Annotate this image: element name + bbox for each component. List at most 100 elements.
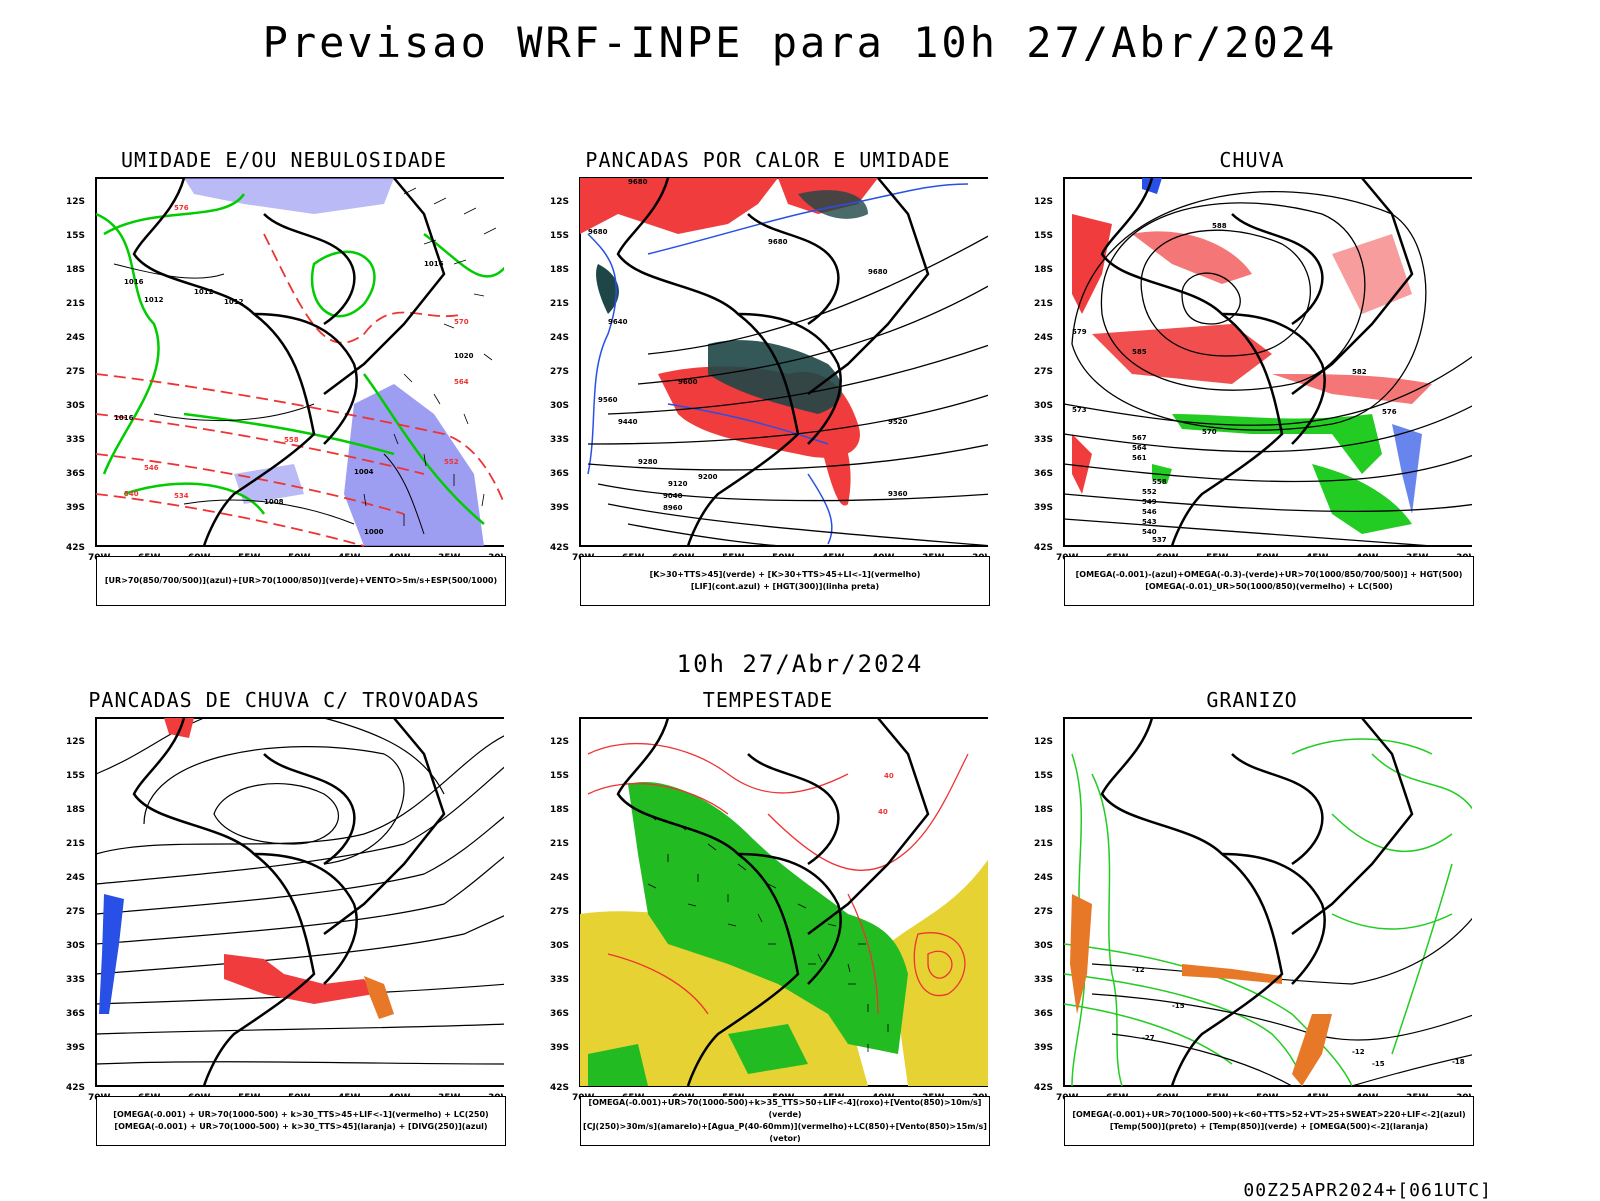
orange-shading: [364, 976, 394, 1019]
svg-text:1016: 1016: [124, 278, 144, 286]
svg-text:33S: 33S: [550, 435, 569, 445]
red-thickness-contours: [95, 233, 504, 547]
svg-text:40: 40: [884, 772, 894, 780]
svg-text:33S: 33S: [66, 975, 85, 985]
legend-granizo: [OMEGA(-0.001)+UR>70(1000-500)+k<60+TTS>…: [1064, 1096, 1474, 1146]
svg-text:1012: 1012: [194, 288, 214, 296]
svg-text:9120: 9120: [668, 480, 688, 488]
svg-text:15S: 15S: [1034, 771, 1053, 781]
svg-text:9680: 9680: [588, 228, 608, 236]
svg-text:558: 558: [284, 436, 299, 444]
svg-text:27S: 27S: [550, 907, 569, 917]
svg-text:21S: 21S: [550, 839, 569, 849]
svg-text:33S: 33S: [550, 975, 569, 985]
svg-text:9680: 9680: [628, 178, 648, 186]
svg-text:585: 585: [1132, 348, 1147, 356]
svg-text:9680: 9680: [768, 238, 788, 246]
panel-title: PANCADAS POR CALOR E UMIDADE: [585, 148, 951, 172]
svg-text:33S: 33S: [66, 435, 85, 445]
svg-text:9680: 9680: [868, 268, 888, 276]
svg-text:1016: 1016: [114, 414, 134, 422]
svg-text:9440: 9440: [618, 418, 638, 426]
svg-text:42S: 42S: [66, 543, 85, 553]
svg-text:582: 582: [1352, 368, 1367, 376]
svg-text:-12: -12: [1352, 1048, 1365, 1056]
svg-text:27S: 27S: [66, 367, 85, 377]
country-borders: [1100, 177, 1414, 547]
svg-text:36S: 36S: [66, 469, 85, 479]
svg-text:36S: 36S: [550, 1009, 569, 1019]
blue-divergence-shading: [99, 894, 124, 1014]
blue-lifted-index-contours: [587, 183, 969, 545]
height-contours: [587, 235, 988, 547]
svg-text:570: 570: [1202, 428, 1217, 436]
pressure-contours: [113, 263, 425, 535]
svg-text:39S: 39S: [550, 1043, 569, 1053]
svg-text:12S: 12S: [550, 197, 569, 207]
svg-text:1000: 1000: [364, 528, 384, 536]
svg-text:18S: 18S: [550, 805, 569, 815]
dark-teal-shading: [596, 190, 868, 414]
svg-text:-12: -12: [1132, 966, 1145, 974]
red-water-contours: [587, 743, 969, 1015]
svg-text:40: 40: [878, 808, 888, 816]
svg-text:12S: 12S: [550, 737, 569, 747]
svg-text:546: 546: [144, 464, 159, 472]
svg-text:30S: 30S: [1034, 401, 1053, 411]
svg-text:552: 552: [444, 458, 459, 466]
country-borders: [132, 177, 446, 547]
country-borders: [616, 177, 930, 547]
svg-text:36S: 36S: [66, 1009, 85, 1019]
panel-tempestade: TEMPESTADE 12S 15S 18: [548, 688, 990, 1158]
svg-text:576: 576: [174, 204, 189, 212]
svg-text:15S: 15S: [550, 771, 569, 781]
svg-text:30S: 30S: [550, 401, 569, 411]
svg-text:534: 534: [174, 492, 189, 500]
svg-text:15S: 15S: [66, 771, 85, 781]
svg-text:537: 537: [1152, 536, 1167, 544]
panel-umidade: UMIDADE E/OU NEBULOSIDADE: [64, 148, 506, 618]
contour-labels: 9680 9680 9680 9680 9640 9600 9560 9520 …: [588, 178, 908, 512]
svg-text:39S: 39S: [1034, 1043, 1053, 1053]
svg-text:18S: 18S: [66, 265, 85, 275]
mid-title: 10h 27/Abr/2024: [676, 650, 924, 678]
svg-text:21S: 21S: [66, 299, 85, 309]
legend-chuva: [OMEGA(-0.001)-(azul)+OMEGA(-0.3)-(verde…: [1064, 556, 1474, 606]
svg-text:42S: 42S: [1034, 543, 1053, 553]
svg-text:8960: 8960: [663, 504, 683, 512]
contour-labels: 588 585 582 579 576 573 570 567 564 561 …: [1072, 222, 1397, 544]
svg-text:1012: 1012: [224, 298, 244, 306]
legend-pancadas-trovoadas: [OMEGA(-0.001) + UR>70(1000-500) + k>30_…: [96, 1096, 506, 1146]
svg-text:9200: 9200: [698, 473, 718, 481]
svg-text:543: 543: [1142, 518, 1157, 526]
svg-text:39S: 39S: [550, 503, 569, 513]
svg-text:24S: 24S: [1034, 873, 1053, 883]
svg-text:42S: 42S: [550, 1083, 569, 1093]
svg-text:21S: 21S: [66, 839, 85, 849]
legend-pancadas-calor: [K>30+TTS>45](verde) + [K>30+TTS>45+LI<-…: [580, 556, 990, 606]
svg-text:9280: 9280: [638, 458, 658, 466]
svg-text:42S: 42S: [550, 543, 569, 553]
svg-text:9600: 9600: [678, 378, 698, 386]
contour-labels: -12 -15 -27 -12 -15 -18: [1132, 966, 1465, 1068]
svg-text:27S: 27S: [1034, 367, 1053, 377]
contour-labels: 1016 1012 1012 1012 1016 1020 1016 1008 …: [114, 204, 474, 536]
svg-text:27S: 27S: [550, 367, 569, 377]
panel-title: GRANIZO: [1206, 688, 1298, 712]
legend-tempestade: [OMEGA(-0.001)+UR>70(1000-500)+k>35_TTS>…: [580, 1096, 990, 1146]
country-borders: [616, 717, 930, 1087]
svg-text:36S: 36S: [1034, 469, 1053, 479]
contour-labels: 40 40: [878, 772, 894, 816]
svg-text:573: 573: [1072, 406, 1087, 414]
svg-text:576: 576: [1382, 408, 1397, 416]
streamlines: [95, 717, 504, 1065]
svg-text:18S: 18S: [66, 805, 85, 815]
svg-text:30S: 30S: [1034, 941, 1053, 951]
svg-text:15S: 15S: [550, 231, 569, 241]
svg-text:12S: 12S: [1034, 197, 1053, 207]
svg-text:39S: 39S: [1034, 503, 1053, 513]
